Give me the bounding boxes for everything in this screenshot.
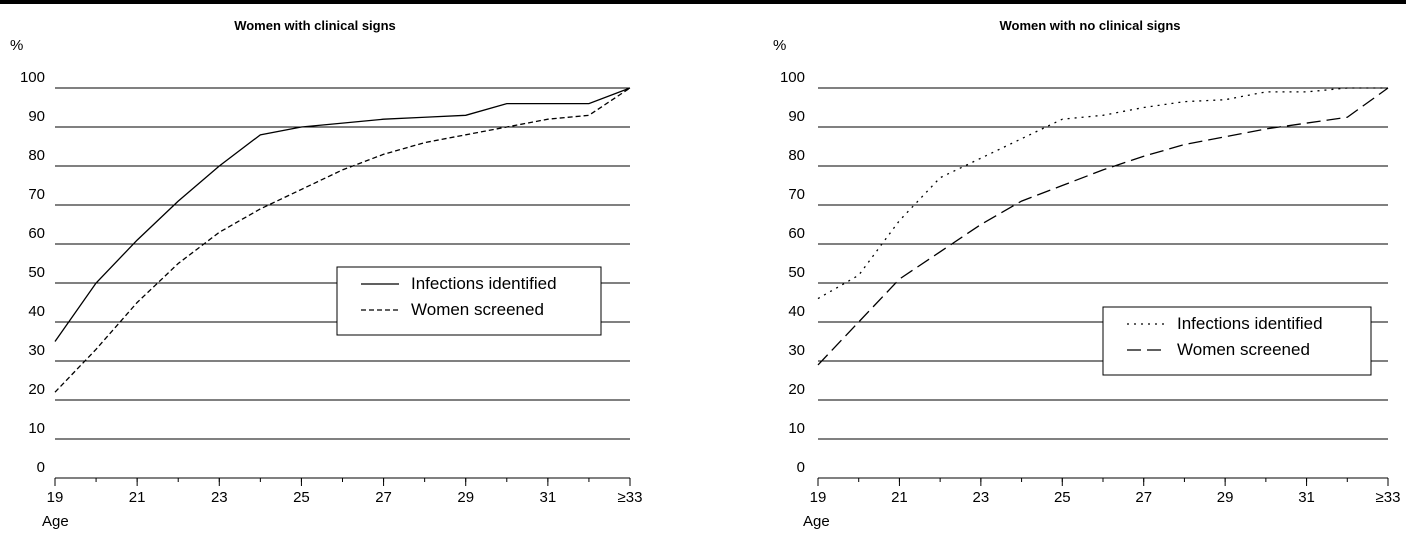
x-tick-label: 31 [540,489,557,506]
y-tick-label: 0 [37,459,45,476]
legend-label: Infections identified [411,274,557,293]
y-tick-label: 30 [28,342,45,359]
series-line [817,87,1389,366]
x-axis-label: Age [42,513,69,530]
y-tick-label: 90 [28,108,45,125]
x-tick-label: 25 [1054,489,1071,506]
y-tick-label: 20 [28,381,45,398]
legend-box [336,266,602,336]
x-tick-label: 27 [1135,489,1152,506]
x-tick-label: 19 [47,489,64,506]
x-tick-label: 27 [375,489,392,506]
y-tick-label: 20 [788,381,805,398]
y-tick-label: 70 [28,186,45,203]
x-tick-label: 19 [810,489,827,506]
y-axis-label: % [773,37,786,54]
x-tick-label: 21 [129,489,146,506]
y-tick-label: 80 [788,147,805,164]
y-tick-label: 50 [788,264,805,281]
y-tick-label: 30 [788,342,805,359]
top-rule [0,0,1406,4]
y-tick-label: 40 [28,303,45,320]
x-tick-label: 29 [1217,489,1234,506]
y-tick-label: 0 [797,459,805,476]
y-tick-label: 10 [788,420,805,437]
x-axis-label: Age [803,513,830,530]
x-tick-label: 23 [973,489,990,506]
y-tick-label: 100 [20,69,45,86]
y-axis-label: % [10,37,23,54]
y-tick-label: 10 [28,420,45,437]
chart-title: Women with clinical signs [234,18,396,33]
series-line [54,87,631,393]
y-tick-label: 100 [780,69,805,86]
legend-box [1102,306,1372,376]
x-tick-label: 29 [457,489,474,506]
x-tick-label: 23 [211,489,228,506]
y-tick-label: 50 [28,264,45,281]
series-line [817,87,1388,300]
y-tick-label: 70 [788,186,805,203]
x-tick-label: 25 [293,489,310,506]
series-line [54,87,631,342]
y-tick-label: 60 [28,225,45,242]
y-tick-label: 90 [788,108,805,125]
x-tick-label: 31 [1298,489,1315,506]
x-tick-label: ≥33 [618,489,643,506]
legend-label: Women screened [411,300,544,319]
y-tick-label: 40 [788,303,805,320]
legend-label: Women screened [1177,340,1310,359]
x-tick-label: ≥33 [1376,489,1401,506]
y-tick-label: 80 [28,147,45,164]
chart-title: Women with no clinical signs [999,18,1180,33]
legend-label: Infections identified [1177,314,1323,333]
x-tick-label: 21 [891,489,908,506]
y-tick-label: 60 [788,225,805,242]
